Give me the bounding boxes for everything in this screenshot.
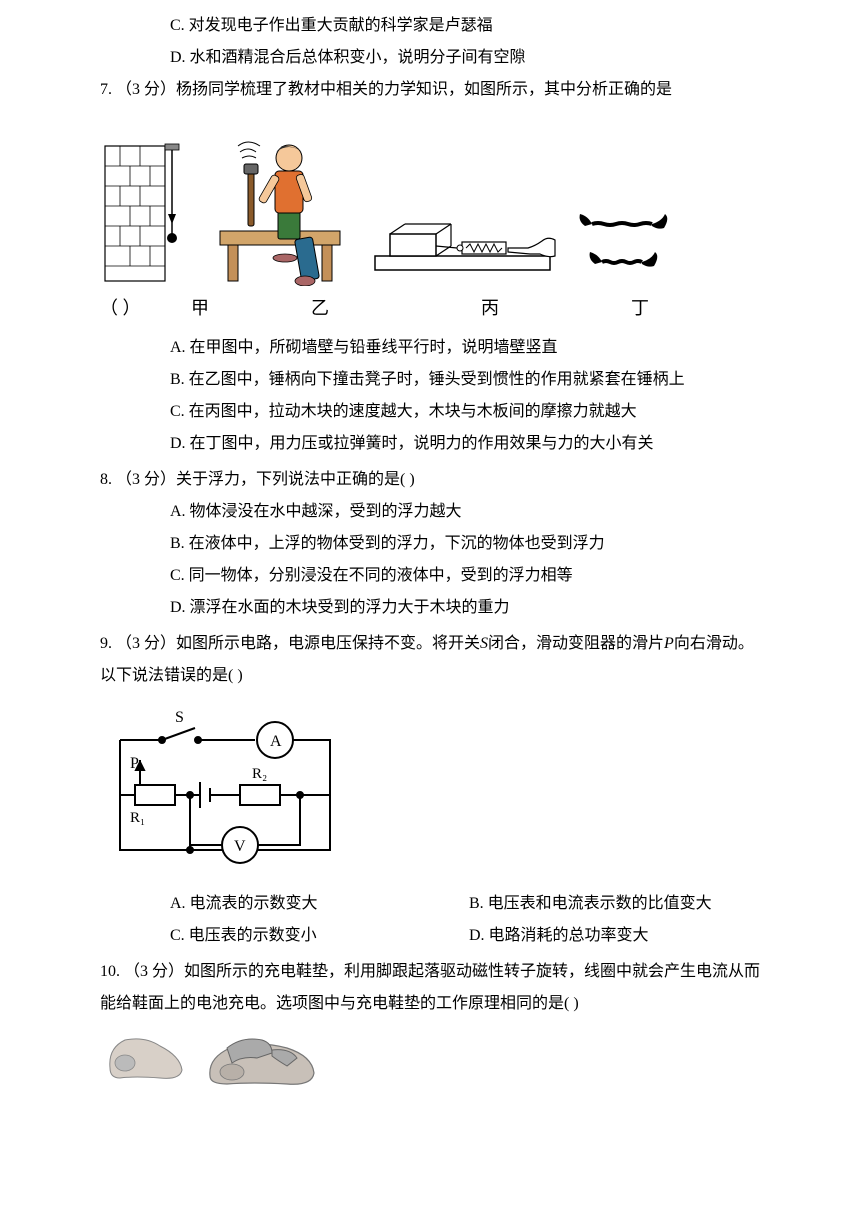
q9-var-p: P — [664, 635, 674, 652]
circuit-label-p: P — [130, 755, 139, 772]
q9-option-b: B. 电压表和电流表示数的比值变大 — [469, 888, 760, 920]
q9-option-a: A. 电流表的示数变大 — [170, 888, 461, 920]
q10-figures — [100, 1028, 760, 1093]
q8-option-d: D. 漂浮在水面的木块受到的浮力大于木块的重力 — [170, 592, 760, 624]
q10-stem: 10. （3 分）如图所示的充电鞋垫，利用脚跟起落驱动磁性转子旋转，线圈中就会产… — [100, 956, 760, 1020]
circuit-label-r2: R₂ — [252, 766, 267, 782]
q10: 10. （3 分）如图所示的充电鞋垫，利用脚跟起落驱动磁性转子旋转，线圈中就会产… — [100, 956, 760, 1093]
circuit-label-s: S — [175, 709, 184, 726]
q6-option-d: D. 水和酒精混合后总体积变小，说明分子间有空隙 — [170, 42, 760, 74]
q8-options: A. 物体浸没在水中越深，受到的浮力越大 B. 在液体中，上浮的物体受到的浮力，… — [100, 496, 760, 624]
q9-option-c: C. 电压表的示数变小 — [170, 920, 461, 952]
q7-label-bing: 丙 — [400, 290, 580, 326]
q7-option-d: D. 在丁图中，用力压或拉弹簧时，说明力的作用效果与力的大小有关 — [170, 428, 760, 460]
q7-fig-bing — [370, 206, 560, 286]
circuit-label-a: A — [270, 733, 282, 750]
q7-option-a: A. 在甲图中，所砌墙壁与铅垂线平行时，说明墙壁竖直 — [170, 332, 760, 364]
circuit-label-r1: R₁ — [130, 810, 145, 826]
q8-option-b: B. 在液体中，上浮的物体受到的浮力，下沉的物体也受到浮力 — [170, 528, 760, 560]
q7-paren: （ ） — [100, 290, 160, 326]
q7-option-b: B. 在乙图中，锤柄向下撞击凳子时，锤头受到惯性的作用就紧套在锤柄上 — [170, 364, 760, 396]
q7-figure-labels: （ ） 甲 乙 丙 丁 — [100, 290, 760, 326]
q6-option-c: C. 对发现电子作出重大贡献的科学家是卢瑟福 — [170, 10, 760, 42]
q9-stem-part2: 闭合，滑动变阻器的滑片 — [488, 635, 664, 652]
q8-option-a: A. 物体浸没在水中越深，受到的浮力越大 — [170, 496, 760, 528]
q9-var-s: S — [480, 635, 488, 652]
q9-stem-part1: 9. （3 分）如图所示电路，电源电压保持不变。将开关 — [100, 635, 480, 652]
q9-circuit: S A P R₁ R₂ V — [100, 700, 760, 882]
q8-option-c: C. 同一物体，分别浸没在不同的液体中，受到的浮力相等 — [170, 560, 760, 592]
q7-fig-ding — [570, 206, 680, 286]
q7-figures — [100, 116, 760, 286]
q7-stem: 7. （3 分）杨扬同学梳理了教材中相关的力学知识，如图所示，其中分析正确的是 — [100, 74, 760, 106]
q7-label-ding: 丁 — [580, 290, 700, 326]
q7-option-c: C. 在丙图中，拉动木块的速度越大，木块与木板间的摩擦力就越大 — [170, 396, 760, 428]
q9-option-d: D. 电路消耗的总功率变大 — [469, 920, 760, 952]
q7-options: A. 在甲图中，所砌墙壁与铅垂线平行时，说明墙壁竖直 B. 在乙图中，锤柄向下撞… — [100, 332, 760, 460]
q9-options: A. 电流表的示数变大 B. 电压表和电流表示数的比值变大 C. 电压表的示数变… — [100, 888, 760, 952]
q7: 7. （3 分）杨扬同学梳理了教材中相关的力学知识，如图所示，其中分析正确的是 — [100, 74, 760, 460]
q7-label-jia: 甲 — [160, 290, 240, 326]
q10-insole-icon — [100, 1028, 190, 1088]
q9: 9. （3 分）如图所示电路，电源电压保持不变。将开关S闭合，滑动变阻器的滑片P… — [100, 628, 760, 952]
circuit-label-v: V — [234, 838, 246, 855]
q10-sandal-icon — [202, 1028, 322, 1093]
q8: 8. （3 分）关于浮力，下列说法中正确的是( ) A. 物体浸没在水中越深，受… — [100, 464, 760, 624]
q7-fig-yi — [200, 116, 360, 286]
q8-stem: 8. （3 分）关于浮力，下列说法中正确的是( ) — [100, 464, 760, 496]
q9-stem: 9. （3 分）如图所示电路，电源电压保持不变。将开关S闭合，滑动变阻器的滑片P… — [100, 628, 760, 692]
q7-label-yi: 乙 — [240, 290, 400, 326]
q7-fig-jia — [100, 136, 190, 286]
q6-options-partial: C. 对发现电子作出重大贡献的科学家是卢瑟福 D. 水和酒精混合后总体积变小，说… — [100, 10, 760, 74]
